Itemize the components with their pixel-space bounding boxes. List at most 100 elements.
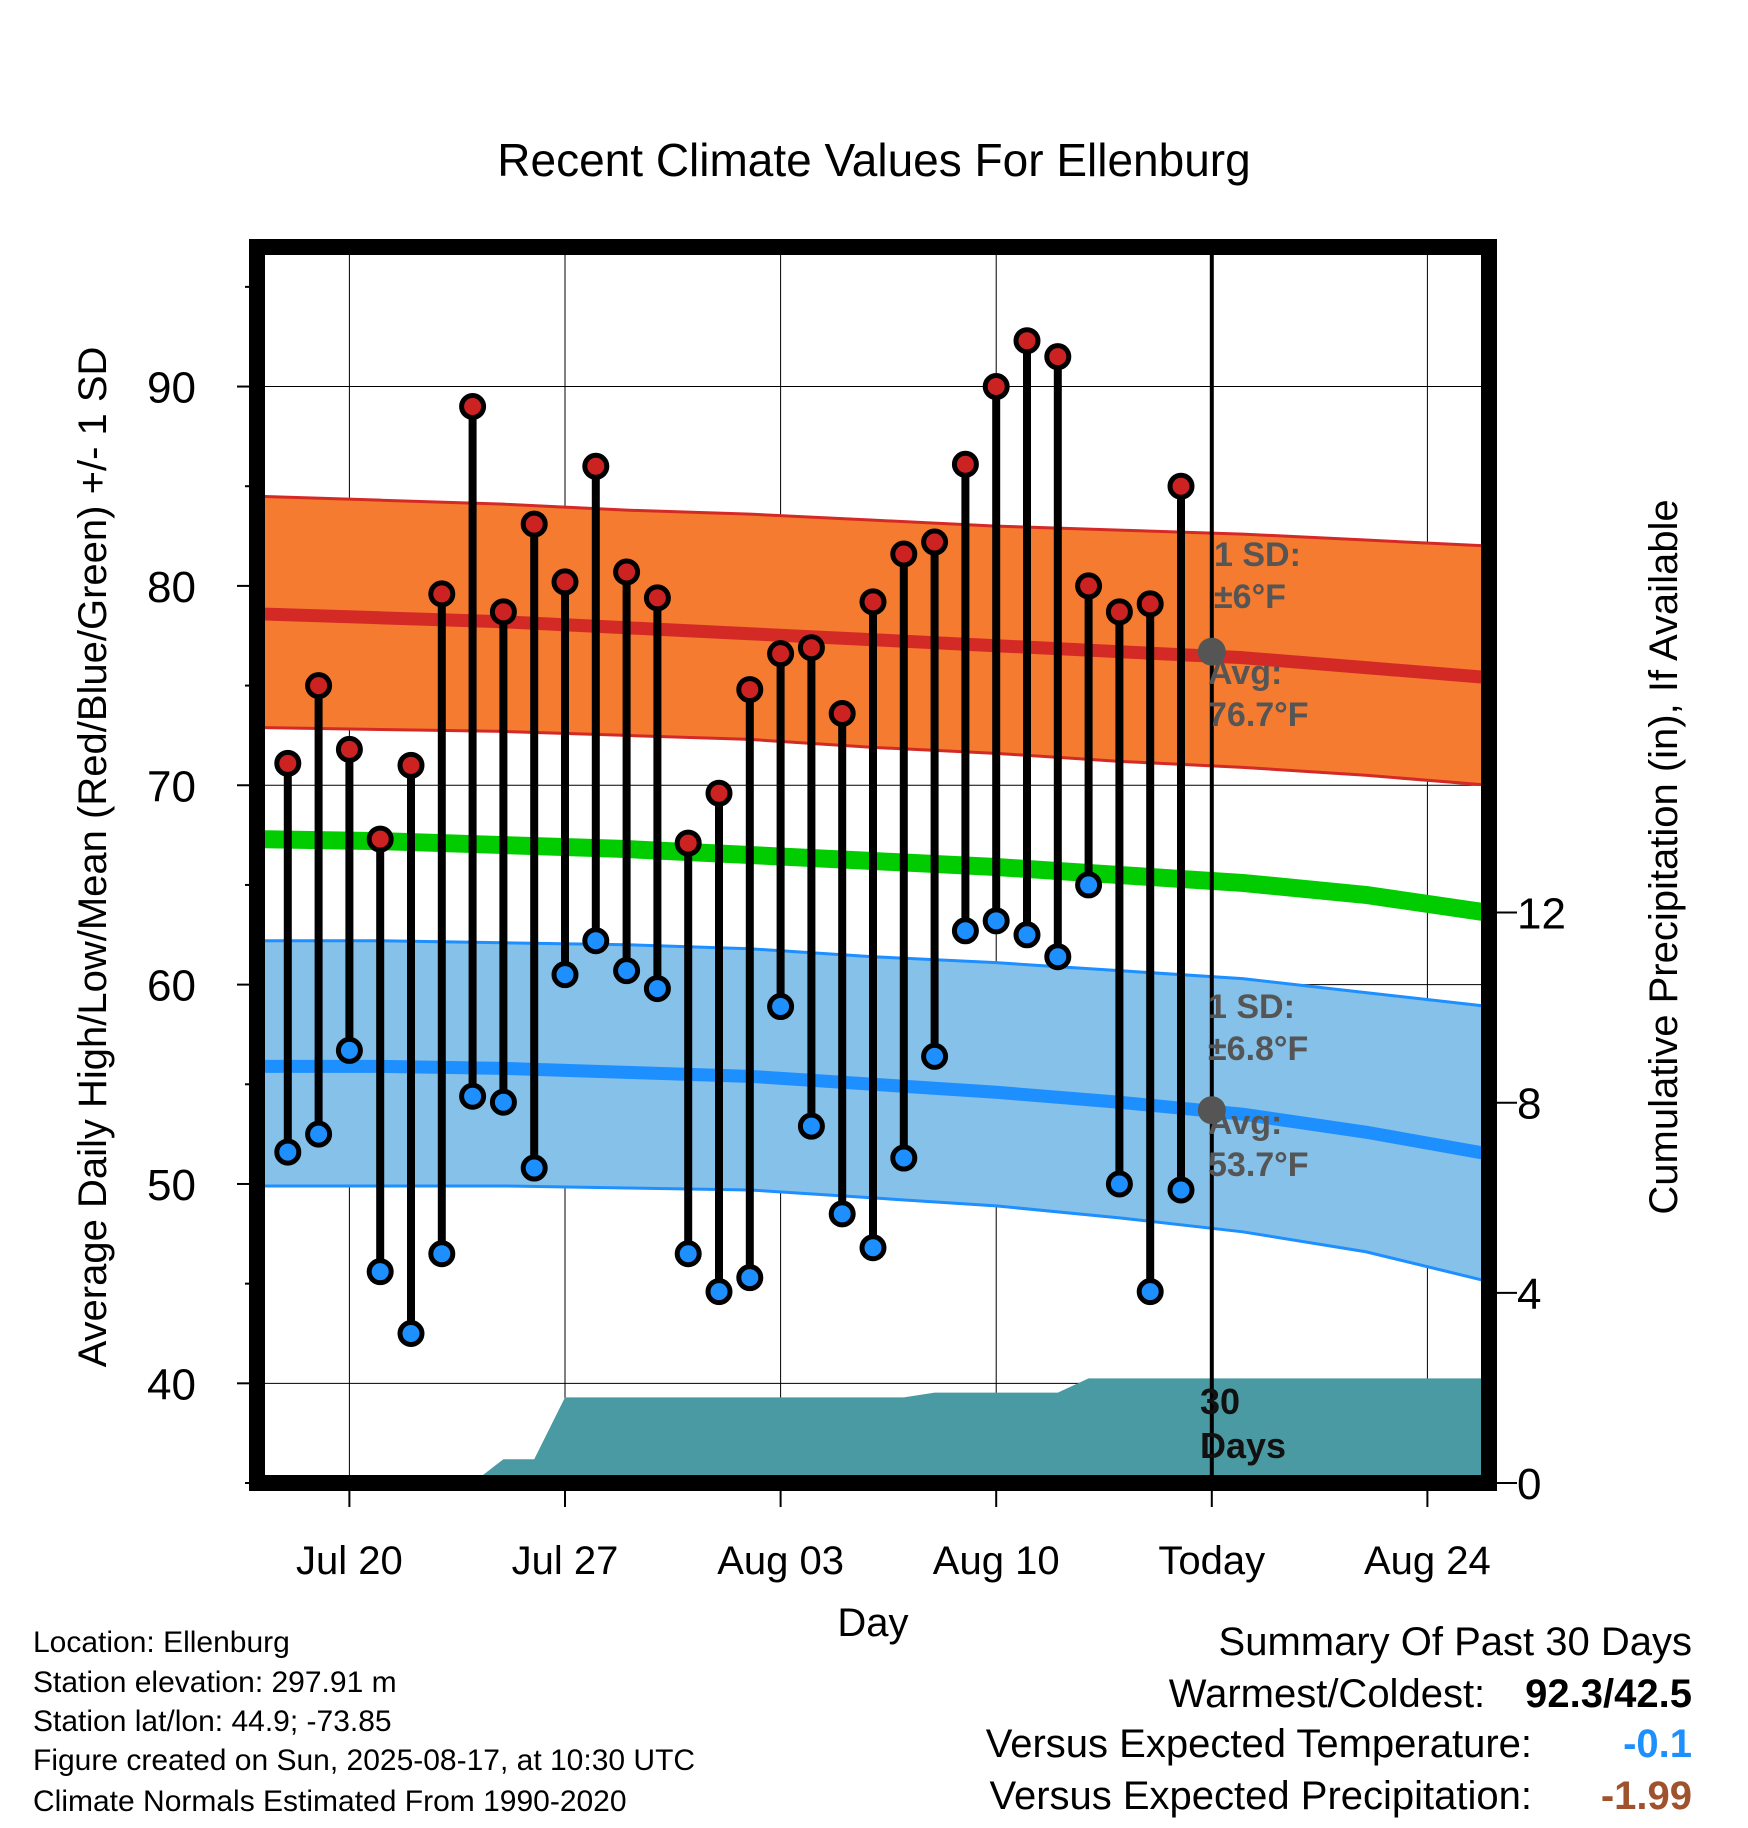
low-point — [674, 1240, 702, 1268]
low-point — [274, 1138, 302, 1166]
low-point — [921, 1042, 949, 1070]
observation-day — [705, 779, 733, 1306]
precip-value: -1.99 — [1600, 1774, 1692, 1818]
observation-day — [489, 598, 517, 1116]
y-tick-label: 40 — [147, 1360, 196, 1409]
observation-day — [335, 735, 363, 1064]
observation-day — [366, 825, 394, 1286]
summary-precip: Versus Expected Precipitation: -1.99 — [989, 1774, 1692, 1819]
observation-day — [674, 829, 702, 1268]
low-avg-value: 53.7°F — [1208, 1146, 1309, 1184]
y-tick-label: 60 — [147, 962, 196, 1011]
observation-day — [428, 580, 456, 1268]
summary-warm-cold: Warmest/Coldest: 92.3/42.5 — [1169, 1672, 1692, 1717]
high-point — [828, 699, 856, 727]
x-axis-label: Day — [837, 1601, 908, 1645]
observation-day — [582, 452, 610, 955]
low-point — [305, 1120, 333, 1148]
observation-day — [551, 568, 579, 989]
y2-tick-label: 12 — [1517, 890, 1566, 939]
high-point — [489, 598, 517, 626]
days-label-number: 30 — [1200, 1381, 1240, 1422]
high-point — [520, 510, 548, 538]
plot-frame — [249, 239, 1497, 1491]
y-axis: 40 50 60 70 80 90 — [147, 285, 249, 1484]
observation-day — [921, 528, 949, 1070]
high-point — [397, 751, 425, 779]
high-point — [643, 584, 671, 612]
info-normals: Climate Normals Estimated From 1990-2020 — [33, 1785, 627, 1818]
observation-day — [459, 392, 487, 1110]
low-point — [890, 1144, 918, 1172]
low-point — [1105, 1170, 1133, 1198]
warm-cold-value: 92.3/42.5 — [1525, 1672, 1692, 1716]
low-point — [397, 1319, 425, 1347]
high-point — [551, 568, 579, 596]
summary-title: Summary Of Past 30 Days — [1218, 1620, 1692, 1664]
info-elevation: Station elevation: 297.91 m — [33, 1666, 397, 1699]
observation-day — [1105, 598, 1133, 1198]
low-point — [643, 975, 671, 1003]
y-tick-label: 70 — [147, 762, 196, 811]
high-point — [951, 450, 979, 478]
high-point — [1044, 343, 1072, 371]
low-point — [1136, 1278, 1164, 1306]
x-tick-label: Aug 10 — [933, 1539, 1060, 1583]
observation-day — [520, 510, 548, 1182]
y-tick-label: 80 — [147, 563, 196, 612]
high-sd-value: ±6°F — [1214, 578, 1286, 616]
observation-day — [1136, 590, 1164, 1306]
high-point — [1105, 598, 1133, 626]
high-point — [459, 392, 487, 420]
high-point — [428, 580, 456, 608]
y2-axis: 0 4 8 12 — [1497, 890, 1566, 1509]
observation-day — [890, 540, 918, 1172]
high-point — [921, 528, 949, 556]
y2-tick-label: 4 — [1517, 1270, 1541, 1319]
high-point — [705, 779, 733, 807]
low-point — [489, 1088, 517, 1116]
low-avg-today-marker — [1197, 1096, 1226, 1125]
high-point — [335, 735, 363, 763]
low-point — [797, 1112, 825, 1140]
high-point — [674, 829, 702, 857]
low-point — [1013, 921, 1041, 949]
high-point — [890, 540, 918, 568]
precip-area — [257, 1378, 1489, 1483]
low-point — [1075, 871, 1103, 899]
precip-label: Versus Expected Precipitation: — [989, 1774, 1532, 1818]
high-point — [613, 558, 641, 586]
temp-value: -0.1 — [1623, 1722, 1692, 1766]
high-point — [736, 676, 764, 704]
observation-day — [951, 450, 979, 945]
y-tick-label: 90 — [147, 364, 196, 413]
low-sd-label: 1 SD: — [1208, 988, 1295, 1026]
observation-day — [828, 699, 856, 1228]
observation-day — [736, 676, 764, 1292]
low-point — [428, 1240, 456, 1268]
low-point — [951, 917, 979, 945]
high-point — [1075, 572, 1103, 600]
chart-title: Recent Climate Values For Ellenburg — [497, 134, 1250, 186]
x-axis: Jul 20 Jul 27 Aug 03 Aug 10 Today Aug 24 — [296, 1491, 1491, 1583]
low-point — [1167, 1176, 1195, 1204]
high-point — [1136, 590, 1164, 618]
low-point — [551, 961, 579, 989]
low-point — [335, 1036, 363, 1064]
info-latlon: Station lat/lon: 44.9; -73.85 — [33, 1705, 392, 1738]
low-point — [459, 1082, 487, 1110]
high-avg-today-marker — [1197, 637, 1226, 666]
observation-day — [274, 749, 302, 1166]
high-point — [859, 588, 887, 616]
x-tick-label: Today — [1158, 1539, 1265, 1583]
low-point — [520, 1154, 548, 1182]
high-point — [1013, 327, 1041, 355]
info-created: Figure created on Sun, 2025-08-17, at 10… — [33, 1744, 696, 1777]
x-tick-label: Aug 03 — [717, 1539, 844, 1583]
high-point — [366, 825, 394, 853]
annotations: 1 SD: ±6°F Avg: 76.7°F 1 SD: ±6.8°F Avg:… — [1197, 536, 1309, 1466]
y-axis-label: Average Daily High/Low/Mean (Red/Blue/Gr… — [71, 347, 115, 1368]
observation-day — [797, 634, 825, 1140]
observation-day — [767, 640, 795, 1021]
